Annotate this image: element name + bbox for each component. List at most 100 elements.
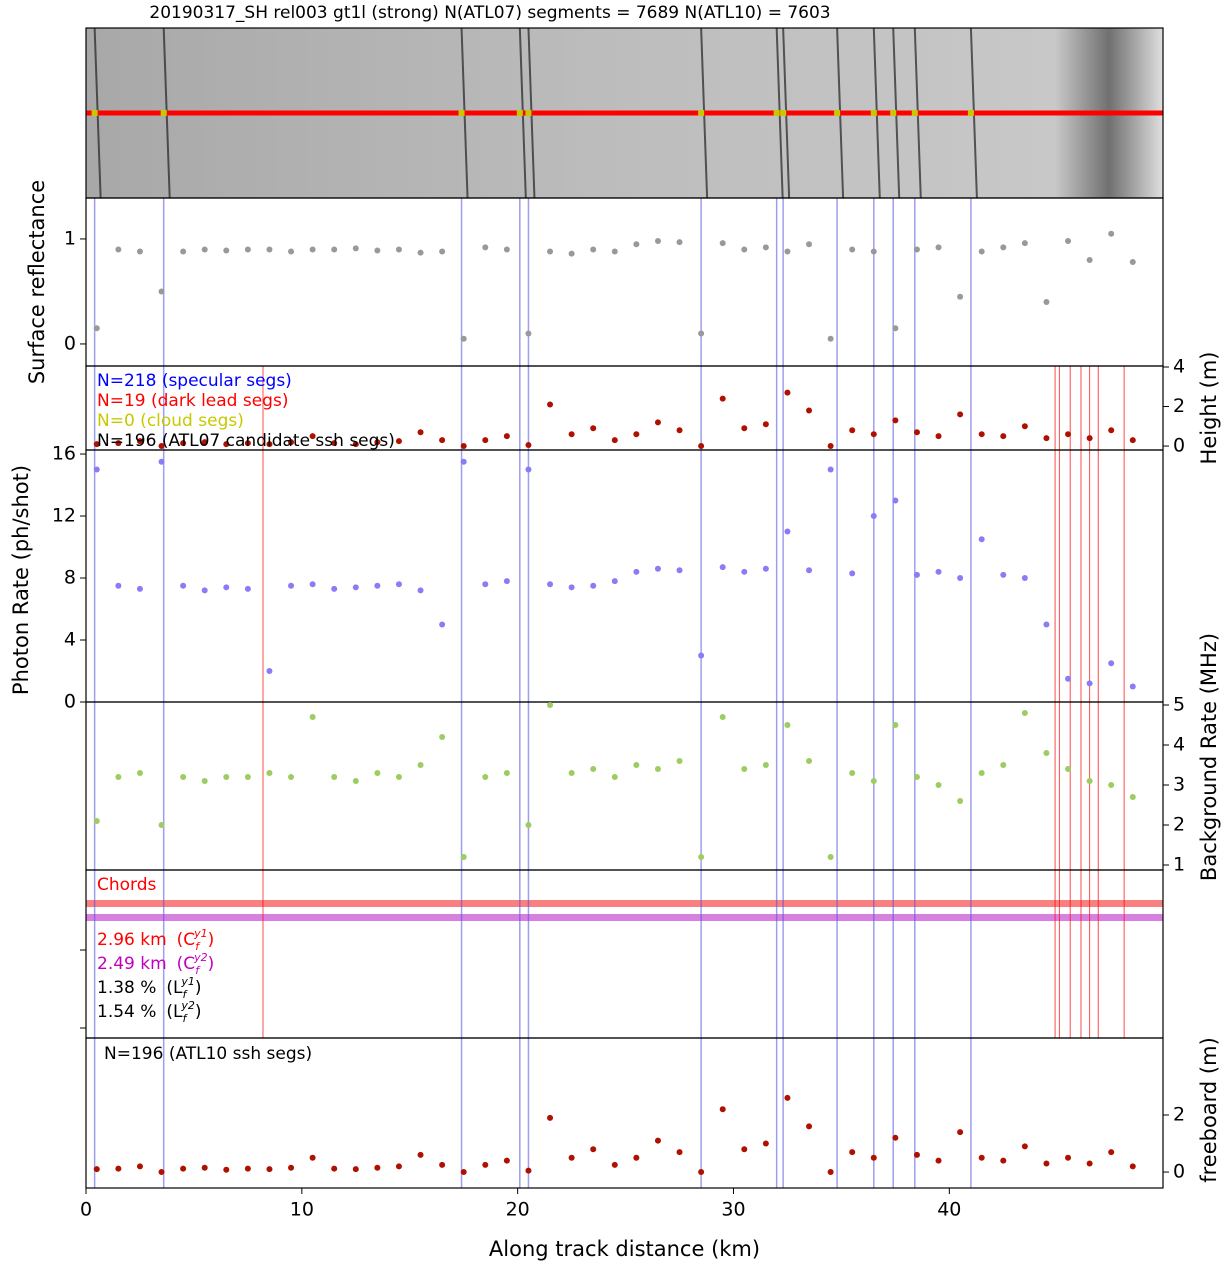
data-point: [395, 774, 402, 780]
data-point: [633, 431, 640, 438]
data-point: [741, 246, 748, 253]
data-point: [288, 248, 295, 255]
data-point: [525, 822, 532, 828]
data-point: [266, 1166, 273, 1173]
data-point: [1065, 675, 1072, 682]
data-point: [611, 1161, 618, 1168]
data-point: [741, 766, 748, 772]
data-point: [115, 440, 122, 447]
chord-sub: f: [183, 1012, 189, 1025]
data-point: [1065, 766, 1072, 772]
data-point: [957, 1129, 964, 1136]
data-point: [913, 246, 920, 253]
data-point: [1065, 1154, 1072, 1161]
y-tick-label: 16: [52, 443, 76, 465]
x-tick-label: 0: [80, 1199, 92, 1221]
data-point: [892, 1134, 899, 1141]
track-marker: [773, 110, 780, 116]
y-tick-label: 1: [1173, 854, 1185, 876]
data-point: [136, 770, 143, 776]
data-point: [590, 246, 597, 253]
chord-band-2: [86, 914, 1163, 921]
data-point: [503, 578, 510, 585]
data-point: [374, 247, 381, 254]
data-point: [892, 325, 899, 332]
data-point: [309, 581, 316, 588]
data-point: [935, 782, 942, 788]
data-point: [1043, 298, 1050, 305]
data-point: [568, 770, 575, 776]
data-point: [525, 442, 532, 449]
data-point: [395, 581, 402, 588]
data-point: [806, 1123, 813, 1130]
chord-symbol: (L: [166, 978, 183, 998]
data-point: [698, 652, 705, 659]
y-tick-label: 4: [1173, 734, 1185, 756]
data-point: [288, 582, 295, 589]
track-marker: [160, 110, 167, 116]
data-point: [244, 246, 251, 253]
data-point: [417, 1151, 424, 1158]
chord-symbol: (C: [177, 954, 196, 974]
data-point: [1065, 431, 1072, 438]
data-point: [978, 1154, 985, 1161]
data-point: [827, 335, 834, 342]
data-point: [1108, 427, 1115, 434]
data-point: [654, 766, 661, 772]
data-point: [935, 1157, 942, 1164]
data-point: [482, 774, 489, 780]
data-point: [1043, 435, 1050, 442]
track-marker: [91, 110, 98, 116]
data-point: [698, 330, 705, 337]
data-point: [331, 585, 338, 592]
data-point: [352, 441, 359, 448]
data-point: [913, 774, 920, 780]
data-point: [93, 818, 100, 824]
data-point: [352, 245, 359, 252]
data-point: [547, 581, 554, 588]
chord-end: ): [208, 930, 215, 950]
x-axis-label: Along track distance (km): [489, 1237, 760, 1261]
data-point: [849, 770, 856, 776]
data-point: [654, 565, 661, 572]
data-point: [180, 248, 187, 255]
data-point: [1065, 238, 1072, 245]
y-axis-label: freeboard (m): [1197, 1037, 1221, 1183]
data-point: [1129, 683, 1136, 690]
chord-value: 2.96 km: [97, 930, 167, 950]
data-point: [331, 440, 338, 447]
y-axis-label: Photon Rate (ph/shot): [9, 465, 33, 695]
data-point: [806, 758, 813, 764]
data-point: [1129, 1163, 1136, 1170]
data-point: [633, 762, 640, 768]
data-point: [892, 497, 899, 504]
data-point: [935, 244, 942, 251]
data-point: [1000, 571, 1007, 578]
data-point: [590, 766, 597, 772]
data-point: [115, 582, 122, 589]
data-point: [331, 774, 338, 780]
data-point: [741, 568, 748, 575]
data-point: [827, 1169, 834, 1176]
chord-sub: f: [195, 940, 201, 953]
data-point: [568, 250, 575, 257]
chart-title: 20190317_SH rel003 gt1l (strong) N(ATL07…: [149, 3, 830, 23]
data-point: [244, 585, 251, 592]
data-point: [870, 431, 877, 438]
data-point: [158, 288, 165, 295]
chord-annotation: 1.38 % (Lfy1): [97, 975, 202, 1001]
track-marker: [780, 110, 787, 116]
data-point: [460, 458, 467, 465]
chord-sub: f: [195, 964, 201, 977]
chords-title: Chords: [97, 875, 157, 895]
data-point: [439, 437, 446, 444]
y-tick-label: 0: [1173, 1161, 1185, 1183]
data-point: [136, 585, 143, 592]
data-point: [762, 421, 769, 428]
data-point: [1021, 710, 1028, 716]
x-tick-label: 30: [721, 1199, 745, 1221]
data-point: [525, 466, 532, 473]
data-point: [849, 1149, 856, 1156]
data-point: [201, 1164, 208, 1171]
